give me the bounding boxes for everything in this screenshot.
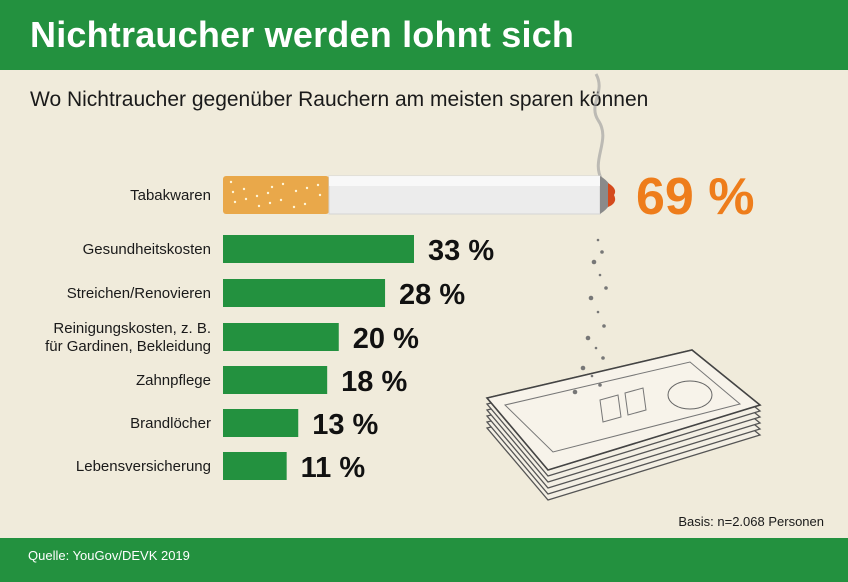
ash-particle (601, 356, 605, 360)
category-label: Brandlöcher (130, 415, 211, 432)
ash-particle (588, 295, 594, 301)
ash-particle (590, 374, 594, 378)
chart-subtitle: Wo Nichtraucher gegenüber Rauchern am me… (30, 88, 649, 111)
cigarette-filter (223, 176, 329, 214)
footer-bar: Quelle: YouGov/DEVK 2019 (0, 538, 848, 582)
bar (223, 452, 287, 480)
value-label: 33 % (428, 235, 494, 267)
value-label: 18 % (341, 366, 407, 398)
bar (223, 366, 328, 394)
value-label: 11 % (301, 452, 366, 484)
ash-particle (591, 259, 597, 265)
category-label: Streichen/Renovieren (67, 285, 211, 302)
banknote-gate (599, 387, 647, 423)
value-label: 20 % (353, 323, 419, 355)
ash-particle (585, 335, 591, 341)
smoke (593, 73, 605, 181)
bar (223, 409, 299, 437)
ash-particle (598, 273, 602, 277)
bar (223, 323, 339, 351)
banknote-top (485, 349, 762, 471)
chart-bars: Tabakwaren 69 % Gesundheitskosten 33 % Strei… (45, 168, 754, 484)
ash-particle (600, 250, 604, 254)
category-label: Tabakwaren (130, 187, 211, 204)
category-label: Lebensversicherung (76, 458, 211, 475)
ash-particle (604, 286, 608, 290)
banknote-stack-illustration (485, 73, 762, 501)
source-note: Quelle: YouGov/DEVK 2019 (28, 548, 190, 563)
bar (223, 279, 386, 307)
category-label: Reinigungskosten, z. B. für Gardinen, Bek… (45, 320, 211, 355)
ash-particle (602, 324, 606, 328)
bar-chart: Tabakwaren 69 % Gesundheitskosten 33 % Strei… (45, 73, 762, 501)
value-label: 28 % (399, 279, 465, 311)
bar (223, 235, 414, 263)
banknote-frame (503, 361, 742, 453)
ash-particle (596, 310, 600, 314)
ash-particle (572, 389, 578, 395)
header-bar: Nichtraucher werden lohnt sich (0, 0, 848, 70)
ash-particle (598, 383, 602, 387)
bar-cigarette (223, 175, 616, 215)
cigarette-ember (608, 183, 616, 207)
category-label: Gesundheitskosten (83, 241, 211, 258)
basis-note: Basis: n=2.068 Personen (678, 514, 824, 529)
banknote-emblem (667, 380, 713, 410)
ash-particle (596, 238, 600, 242)
ash-particle (580, 365, 586, 371)
page-title: Nichtraucher werden lohnt sich (30, 14, 575, 55)
value-label: 13 % (312, 409, 378, 441)
category-label: Zahnpflege (136, 372, 211, 389)
ash-particle (594, 346, 598, 350)
value-label: 69 % (636, 168, 755, 226)
